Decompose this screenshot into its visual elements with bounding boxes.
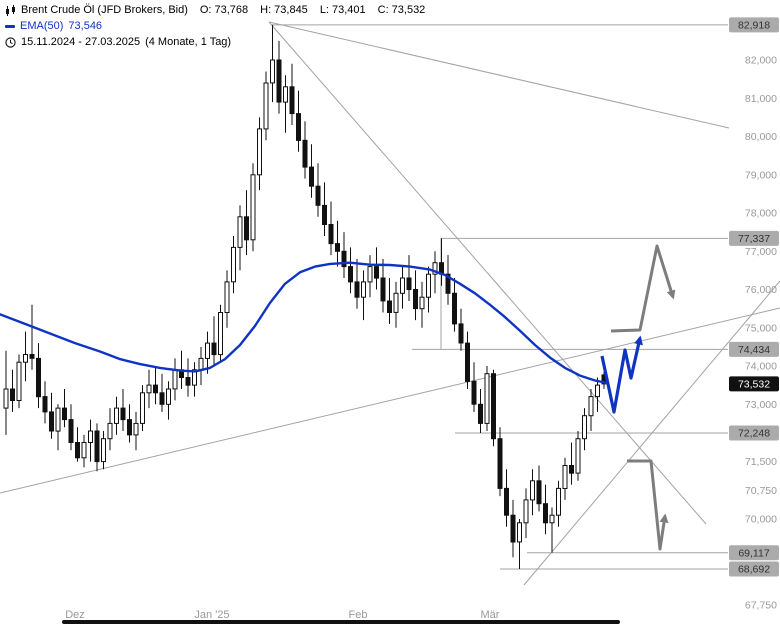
svg-text:82,918: 82,918 [738, 19, 770, 31]
svg-text:Jan '25: Jan '25 [194, 609, 229, 621]
svg-text:73,000: 73,000 [745, 399, 777, 411]
time-axis[interactable]: Dez Jan '25 Feb Mär [65, 609, 500, 621]
descending-from-high [268, 21, 707, 525]
price-level-labels: 82,918 77,337 74,434 72,248 69,117 68,692 [729, 17, 779, 577]
svg-text:80,000: 80,000 [745, 131, 777, 143]
svg-text:77,000: 77,000 [745, 246, 777, 258]
svg-text:68,692: 68,692 [738, 564, 770, 576]
candles [3, 24, 607, 569]
svg-text:81,000: 81,000 [745, 93, 777, 105]
svg-text:Dez: Dez [65, 609, 85, 621]
svg-text:71,500: 71,500 [745, 456, 777, 468]
gray-bearish-scenario-arrow [627, 459, 669, 551]
time-scrollbar-handle[interactable] [62, 620, 620, 624]
svg-text:78,000: 78,000 [745, 208, 777, 220]
svg-text:74,434: 74,434 [738, 344, 770, 356]
svg-text:70,000: 70,000 [745, 514, 777, 526]
svg-text:82,000: 82,000 [745, 55, 777, 67]
svg-text:77,337: 77,337 [738, 233, 770, 245]
price-axis[interactable]: 82,000 81,000 80,000 79,000 78,000 77,000 76,0… [745, 55, 777, 612]
svg-text:70,750: 70,750 [745, 485, 777, 497]
svg-text:72,248: 72,248 [738, 428, 770, 440]
svg-text:74,000: 74,000 [745, 361, 777, 373]
svg-text:73,532: 73,532 [738, 378, 770, 390]
svg-text:67,750: 67,750 [745, 600, 777, 612]
svg-text:Feb: Feb [349, 609, 368, 621]
blue-projection-arrow [600, 335, 643, 414]
svg-text:69,117: 69,117 [738, 547, 769, 559]
current-price-label: 73,532 [729, 376, 779, 392]
ema50-line [0, 261, 610, 385]
gray-bullish-scenario-arrow [610, 244, 676, 333]
svg-text:75,000: 75,000 [745, 322, 777, 334]
svg-text:76,000: 76,000 [745, 284, 777, 296]
svg-text:79,000: 79,000 [745, 169, 777, 181]
level-lines [272, 24, 728, 570]
trendlines [0, 21, 780, 586]
descending-shallow [268, 21, 730, 129]
ascending-long [0, 307, 780, 494]
svg-text:Mär: Mär [481, 609, 500, 621]
